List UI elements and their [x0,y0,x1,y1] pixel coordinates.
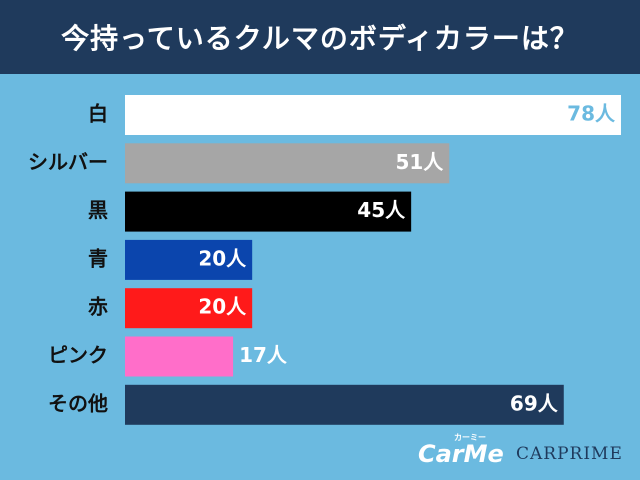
bar [125,384,564,425]
value-label: 51人 [395,150,444,174]
bar [125,239,253,280]
value-label: 45人 [357,198,406,222]
value-label: 78人 [567,102,616,126]
category-label: 白 [88,102,108,126]
value-label: 20人 [198,295,247,319]
bar [125,191,412,232]
value-label: 20人 [198,246,247,270]
category-label: 青 [88,246,108,270]
bar [125,288,253,329]
title-bar: 今持っているクルマのボディカラーは？ [0,0,640,74]
carme-logo-kana: カーミー [454,433,486,442]
carme-logo: CarMe [418,440,504,468]
value-label: 17人 [239,343,288,367]
chart-title: 今持っているクルマのボディカラーは？ [61,22,579,55]
bar [125,336,234,377]
bar [125,143,450,184]
bar [125,95,621,135]
carprime-logo: CARPRIME [516,444,623,464]
logo-area: CarMe カーミー CARPRIME [418,433,628,472]
category-label: ピンク [48,343,108,367]
category-label: シルバー [28,150,108,174]
category-label: 黒 [88,198,108,222]
category-label: その他 [48,391,108,415]
category-label: 赤 [88,295,108,319]
value-label: 69人 [510,391,559,415]
